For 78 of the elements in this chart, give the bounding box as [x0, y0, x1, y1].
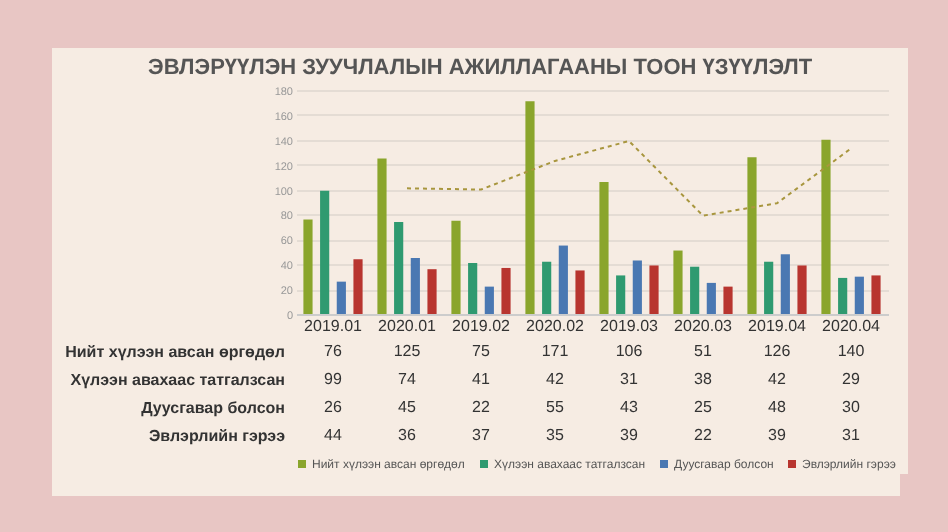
bar [764, 261, 774, 314]
data-label: 22 [472, 398, 491, 416]
line-series [406, 140, 852, 217]
bar [706, 282, 716, 314]
bar [410, 258, 420, 314]
data-label: 171 [541, 342, 570, 360]
text: Эвлэрлийн гэрээ [148, 427, 285, 445]
bar [451, 220, 461, 314]
text: Нийт хүлээн авсан өргөдөл [65, 343, 285, 361]
x-tick-label: 2019.01 [304, 317, 364, 335]
data-label: 99 [324, 370, 343, 388]
bar [353, 259, 363, 314]
data-label: 106 [615, 342, 644, 360]
bar [871, 275, 881, 314]
x-tick-label: 2020.02 [526, 317, 586, 335]
bar [501, 267, 511, 314]
text: Дуусгавар болсон [141, 399, 285, 417]
bar [525, 101, 535, 314]
bar [427, 269, 437, 314]
data-label: 39 [768, 426, 787, 444]
data-label: 37 [472, 426, 491, 444]
x-tick-label: 2019.03 [600, 317, 660, 335]
bar [723, 286, 733, 314]
data-label: 36 [398, 426, 417, 444]
bar [838, 277, 848, 314]
bar [320, 190, 330, 314]
data-label: 41 [472, 370, 491, 388]
bar [616, 275, 626, 314]
x-tick-label: 2019.02 [452, 317, 512, 335]
bar [336, 281, 346, 314]
data-label: 75 [472, 342, 491, 360]
bar [797, 265, 807, 314]
bar [377, 158, 387, 314]
data-label: 31 [620, 370, 639, 388]
data-label: 30 [842, 398, 861, 416]
bar [599, 182, 609, 314]
bar [690, 266, 700, 314]
data-label: 25 [694, 398, 713, 416]
data-label: 140 [837, 342, 866, 360]
data-label: 38 [694, 370, 713, 388]
bar [649, 265, 659, 314]
data-label: 45 [398, 398, 417, 416]
data-label: 42 [768, 370, 787, 388]
data-label: 35 [546, 426, 565, 444]
bar [575, 270, 585, 314]
bar [303, 219, 313, 314]
data-label: 48 [768, 398, 787, 416]
data-label: 22 [694, 426, 713, 444]
data-label: 31 [842, 426, 861, 444]
bar [394, 221, 404, 314]
bar [542, 261, 552, 314]
bar [632, 260, 642, 314]
text: Хүлээн авахаас татгалзсан [70, 371, 285, 389]
data-label: 29 [842, 370, 861, 388]
bar [558, 245, 568, 314]
bar [780, 254, 790, 314]
bar [821, 139, 831, 314]
data-label: 125 [393, 342, 422, 360]
bar [468, 262, 478, 314]
data-label: 51 [694, 342, 713, 360]
x-tick-label: 2020.03 [674, 317, 734, 335]
data-label: 42 [546, 370, 565, 388]
data-label: 44 [324, 426, 343, 444]
data-label: 74 [398, 370, 417, 388]
data-label: 55 [546, 398, 565, 416]
bar [854, 276, 864, 314]
chart-title: ЭВЛЭРҮҮЛЭН ЗУУЧЛАЛЫН АЖИЛЛАГААНЫ ТООН ҮЗҮҮЛЭЛТ [148, 56, 813, 80]
data-label: 26 [324, 398, 343, 416]
x-tick-label: 2020.01 [378, 317, 438, 335]
data-label: 39 [620, 426, 639, 444]
data-label: 43 [620, 398, 639, 416]
bar [747, 157, 757, 314]
bar [673, 250, 683, 314]
x-tick-label: 2020.04 [822, 317, 882, 335]
data-label: 76 [324, 342, 343, 360]
data-label: 126 [763, 342, 792, 360]
x-tick-label: 2019.04 [748, 317, 808, 335]
bar [484, 286, 494, 314]
